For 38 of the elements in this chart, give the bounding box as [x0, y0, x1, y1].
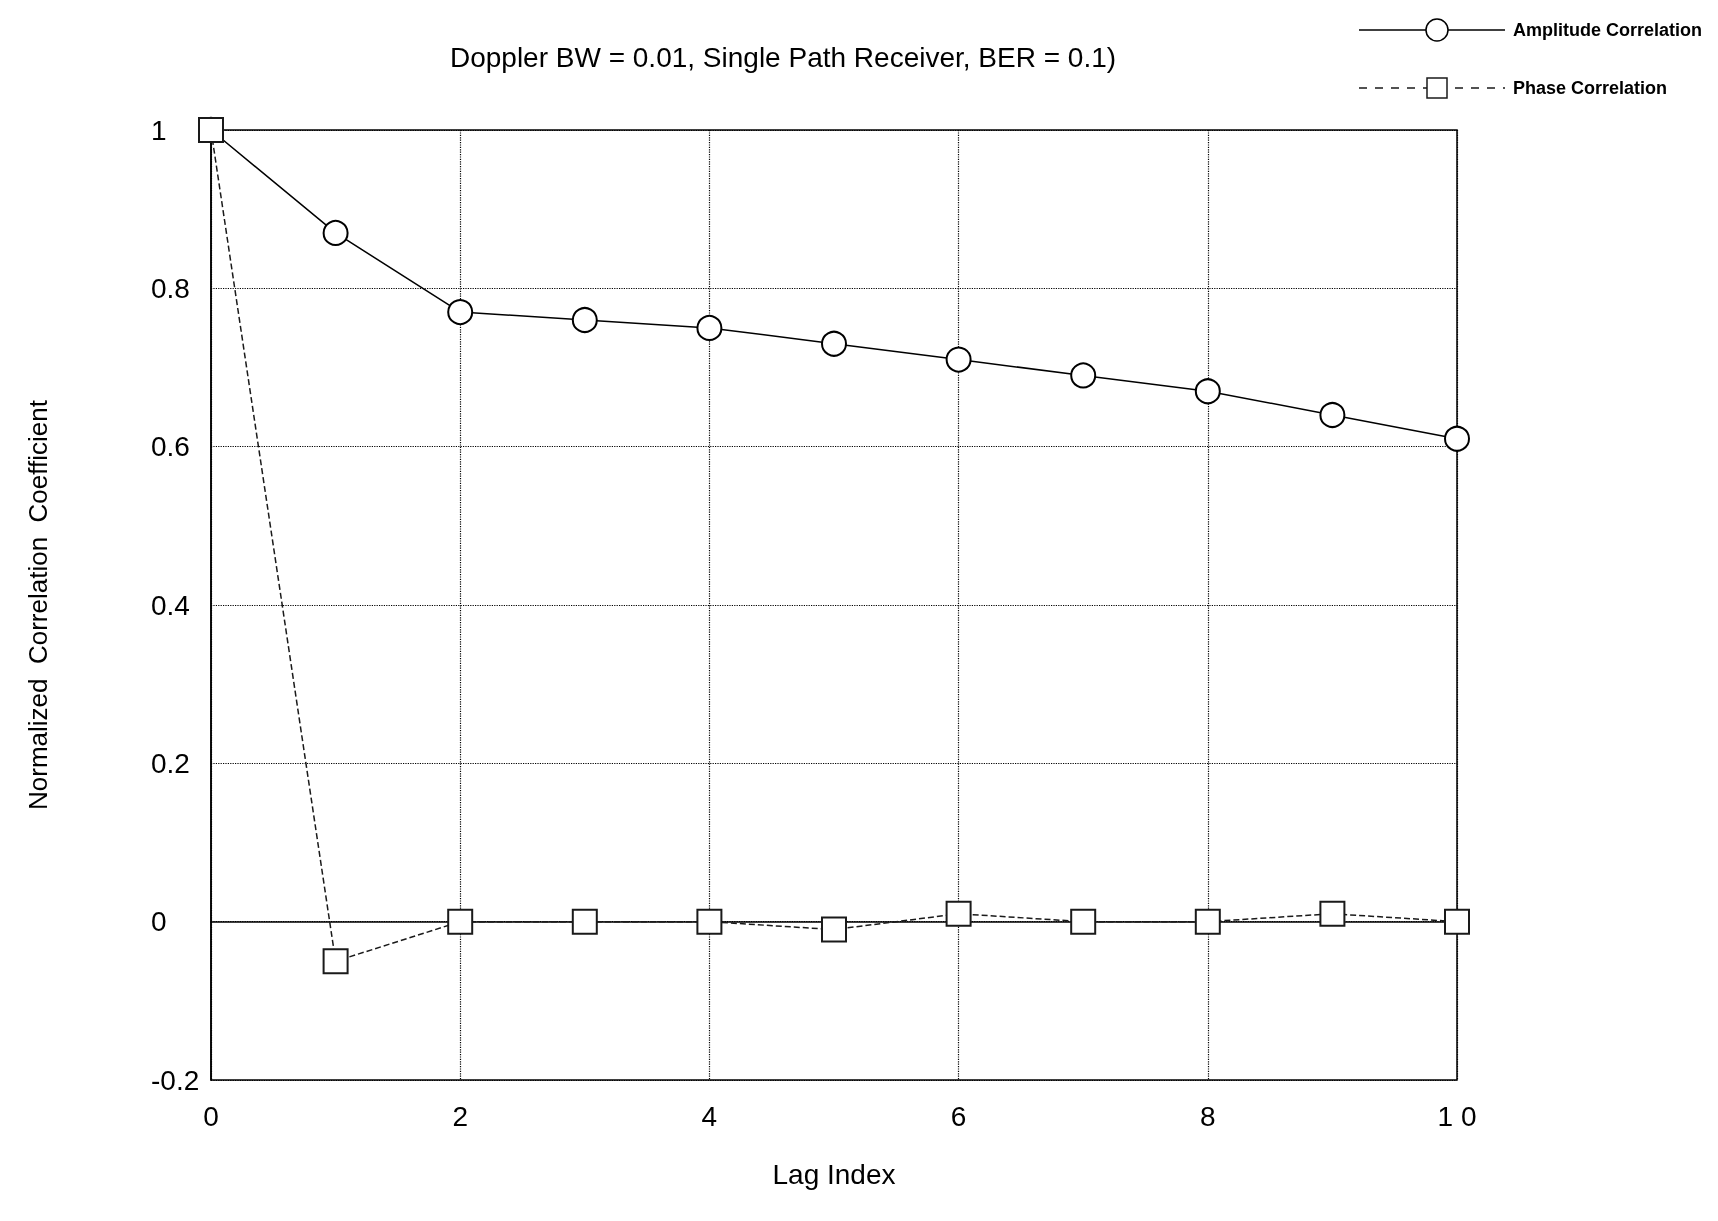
y-tick-label: 0.2 [151, 747, 190, 779]
text: Amplitude Correlation [1512, 19, 1702, 41]
y-tick-label: -0.2 [151, 1064, 200, 1096]
point [821, 330, 847, 357]
text: Phase Correlation [1512, 77, 1668, 99]
x-tick-label: 4 [701, 1100, 718, 1132]
x-tick-label: 8 [1200, 1100, 1216, 1132]
point [571, 307, 598, 333]
point [1194, 908, 1221, 935]
point [1194, 378, 1221, 405]
y-tick-label: 0.4 [151, 589, 190, 621]
point [821, 916, 847, 943]
point [945, 900, 972, 927]
point [945, 346, 972, 373]
x-tick-label: 6 [950, 1100, 967, 1132]
x-tick-label: 0 [203, 1100, 219, 1132]
point [322, 219, 349, 246]
point [1319, 900, 1346, 927]
point [1070, 362, 1097, 389]
point [696, 908, 723, 935]
point [447, 299, 474, 326]
point [322, 948, 349, 975]
point [696, 314, 723, 341]
point [571, 908, 598, 935]
x-axis-title: Lag Index [772, 1158, 896, 1190]
point [1070, 908, 1097, 935]
x-tick-label: 2 [452, 1100, 468, 1132]
point [1444, 425, 1470, 452]
point [447, 908, 474, 935]
y-tick-label: 0.8 [151, 272, 190, 304]
y-tick-label: 1 [151, 114, 167, 146]
y-axis-title: Normalized Correlation Coefficient [23, 399, 53, 810]
y-tick-label: 0 [151, 906, 167, 938]
point [1444, 908, 1470, 935]
chart-title: Doppler BW = 0.01, Single Path Receiver, BER = 0.1) [449, 41, 1117, 73]
y-tick-label: 0.6 [151, 431, 190, 463]
x-tick-label: 1 0 [1437, 1100, 1477, 1132]
point [1319, 402, 1346, 428]
